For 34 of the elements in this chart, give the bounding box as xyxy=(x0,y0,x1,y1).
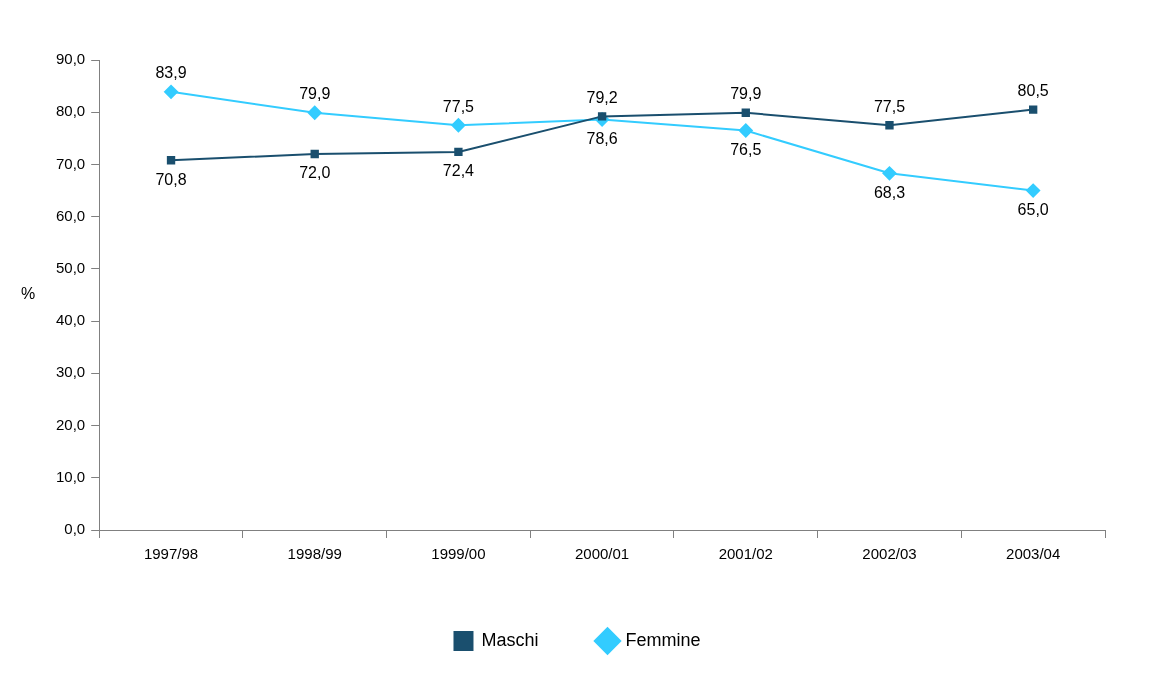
x-tick-label: 2003/04 xyxy=(1006,545,1061,563)
x-tick-label: 1997/98 xyxy=(143,545,199,563)
y-tick-label: 20,0 xyxy=(55,415,86,433)
data-label: 65,0 xyxy=(1017,200,1049,218)
y-tick-label: 10,0 xyxy=(55,467,86,485)
x-tick-label: 2001/02 xyxy=(718,545,773,563)
y-tick-label: 90,0 xyxy=(55,50,86,68)
y-tick-label: 80,0 xyxy=(55,102,86,120)
data-label: 70,8 xyxy=(155,170,187,188)
data-label: 77,5 xyxy=(442,97,475,115)
data-label: 78,6 xyxy=(586,129,618,147)
data-label: 79,9 xyxy=(299,85,331,103)
y-tick-label: 50,0 xyxy=(55,259,86,277)
data-label: 83,9 xyxy=(155,64,187,82)
x-tick-label: 2002/03 xyxy=(862,545,917,563)
legend-label: Femmine xyxy=(625,629,701,650)
legend-label: Maschi xyxy=(481,629,539,650)
y-tick-label: 60,0 xyxy=(55,206,86,224)
x-tick-label: 2000/01 xyxy=(574,545,630,563)
y-axis-title: % xyxy=(20,285,36,303)
data-label: 80,5 xyxy=(1017,82,1049,100)
x-tick-label: 1999/00 xyxy=(431,545,486,563)
data-label: 77,5 xyxy=(873,97,906,115)
data-label: 79,9 xyxy=(730,85,762,103)
data-label: 76,5 xyxy=(730,140,762,158)
data-label: 68,3 xyxy=(873,183,906,201)
y-tick-label: 0,0 xyxy=(64,520,86,538)
data-label: 72,0 xyxy=(299,164,331,182)
data-label: 72,4 xyxy=(442,162,475,180)
y-tick-label: 30,0 xyxy=(55,363,86,381)
x-tick-label: 1998/99 xyxy=(287,545,342,563)
data-label: 79,2 xyxy=(586,88,618,106)
y-tick-label: 70,0 xyxy=(55,154,86,172)
y-tick-label: 40,0 xyxy=(55,311,86,329)
